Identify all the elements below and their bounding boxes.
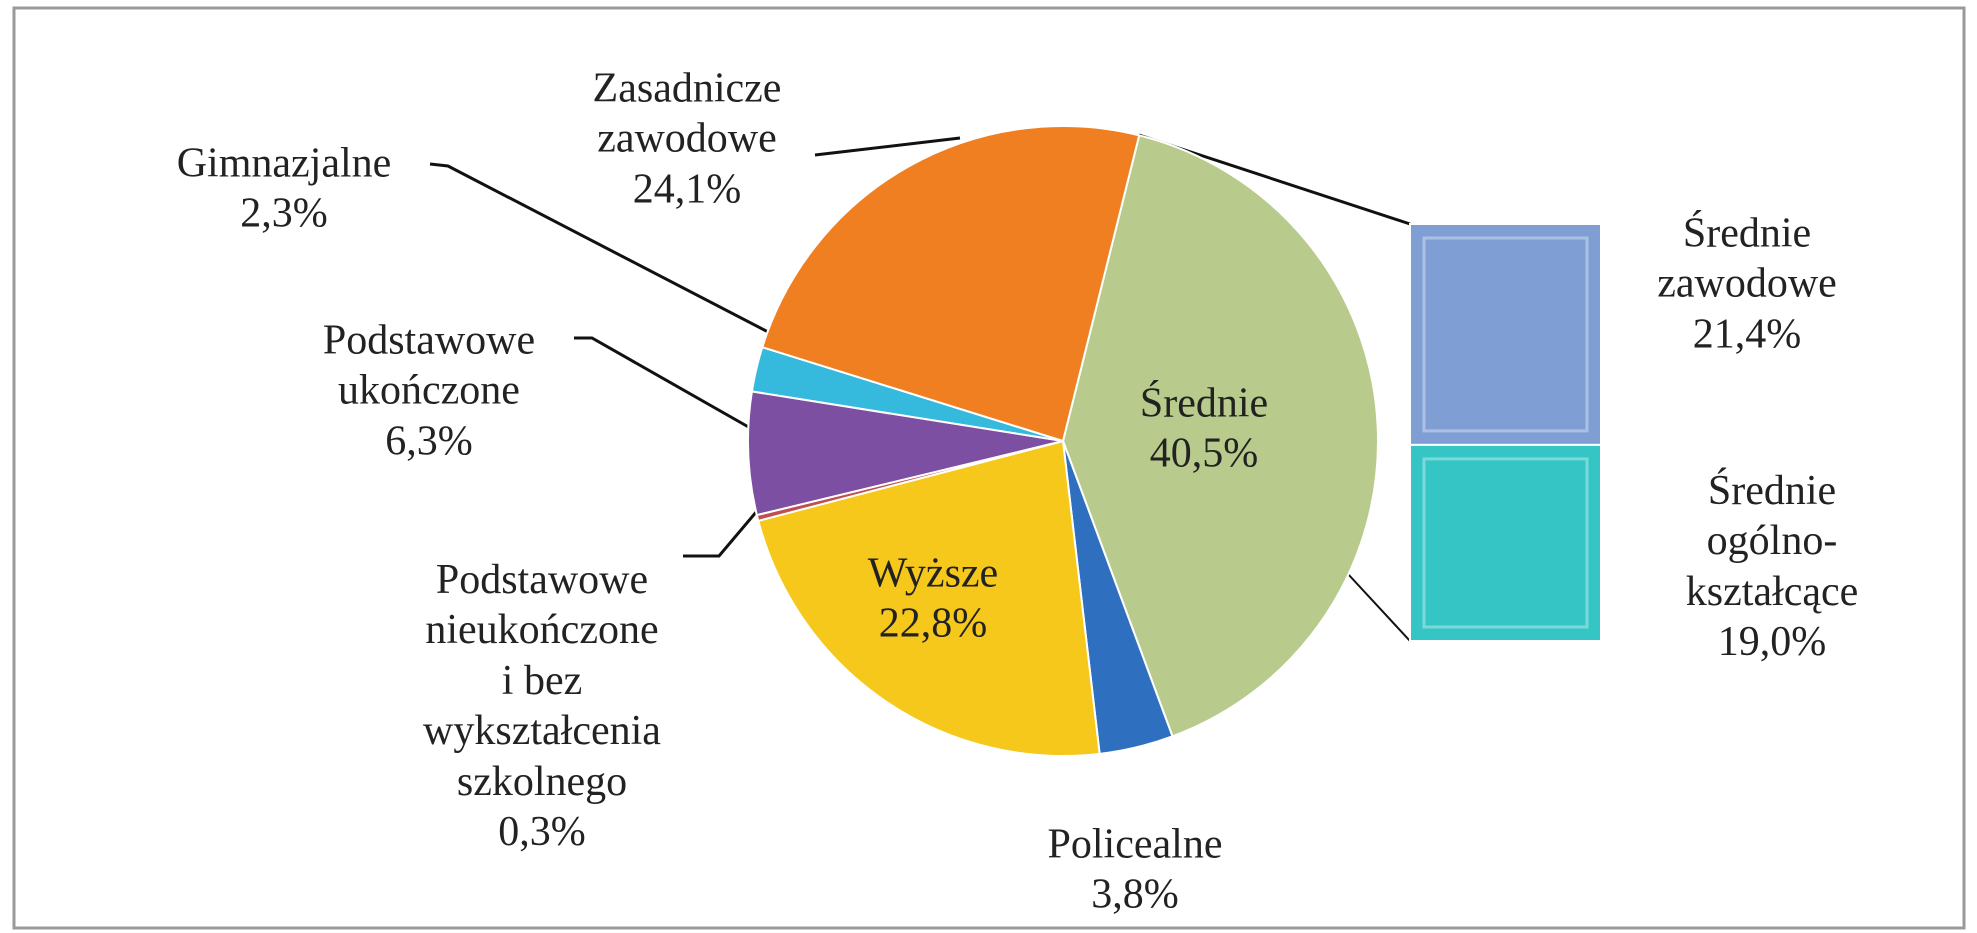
- label-text: 6,3%: [385, 418, 473, 465]
- label-text: Podstawowe ukończone: [322, 317, 536, 414]
- leader-line: [683, 497, 770, 558]
- pie-slice: [761, 125, 1141, 443]
- segment-bevel: [1422, 457, 1589, 629]
- pie-slice: [747, 390, 1064, 517]
- breakdown-segment: [1409, 443, 1602, 642]
- slice-label: Średnie zawodowe 21,4%: [1657, 208, 1837, 359]
- frame: [12, 6, 1966, 930]
- pie-slice: [757, 439, 1101, 757]
- leader-line: [429, 162, 773, 336]
- slice-label: Średnie ogólno- kształcące 19,0%: [1686, 466, 1859, 668]
- label-text: Policealne: [1047, 821, 1223, 868]
- label-text: Średnie: [1139, 380, 1269, 427]
- label-text: 0,3%: [498, 808, 586, 855]
- slice-label: Zasadnicze zawodowe 24,1%: [593, 63, 782, 214]
- label-text: Podstawowe nieukończone i bez wykształce…: [423, 556, 661, 805]
- leader-line: [814, 136, 961, 157]
- label-text: 2,3%: [240, 191, 328, 237]
- label-text: 21,4%: [1692, 311, 1802, 358]
- slice-label: Wyższe 22,8%: [868, 549, 998, 650]
- pie-slice: [1061, 134, 1379, 738]
- slice-label: Podstawowe nieukończone i bez wykształce…: [423, 555, 661, 857]
- label-text: Średnie zawodowe: [1657, 210, 1837, 307]
- label-text: Gimnazjalne: [176, 140, 392, 187]
- breakdown-segment: [1409, 223, 1602, 446]
- label-text: 3,8%: [1091, 872, 1179, 918]
- label-text: 22,8%: [878, 601, 988, 647]
- connector-line: [1347, 573, 1411, 642]
- slice-label: Podstawowe ukończone 6,3%: [323, 315, 535, 466]
- label-text: 19,0%: [1717, 619, 1827, 666]
- label-text: 40,5%: [1149, 431, 1259, 477]
- slice-label: Średnie 40,5%: [1140, 379, 1268, 480]
- slice-label: Gimnazjalne 2,3%: [177, 139, 392, 240]
- label-text: Wyższe: [867, 550, 999, 597]
- slice-label: Policealne 3,8%: [1048, 820, 1223, 921]
- pie: [747, 125, 1379, 757]
- segment-bevel: [1422, 236, 1589, 433]
- label-text: 24,1%: [632, 166, 742, 213]
- label-text: Zasadnicze zawodowe: [592, 65, 782, 162]
- leader-line: [574, 336, 753, 431]
- breakdown-bar: [1409, 223, 1602, 642]
- label-text: Średnie ogólno- kształcące: [1685, 468, 1859, 615]
